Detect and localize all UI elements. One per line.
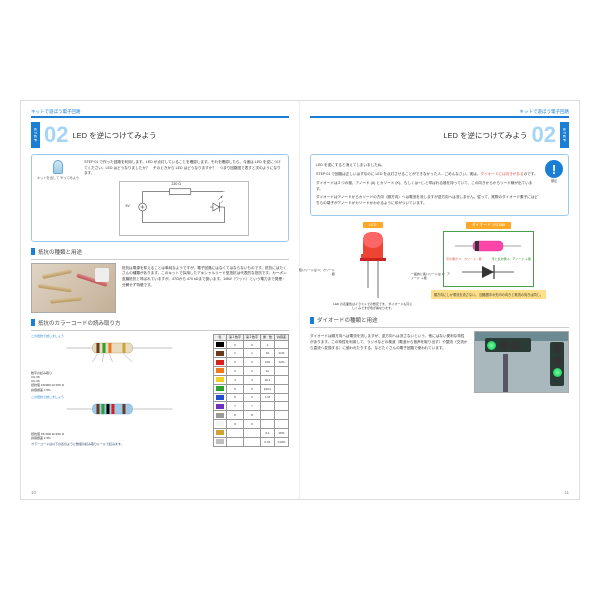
step-vertical-badge: STEP [560,122,569,148]
voltage-value: 5V [126,204,130,208]
step-header-right: STEP 02 LED を逆につけてみよう [310,122,569,148]
book-spread: キットで遊ぼう電子回路 STEP 02 LED を逆につけてみよう キットを出し… [20,100,580,500]
section-head-diode-types: ダイオードの種類と用途 [310,316,569,324]
intro-box-left: キットを出して やってみよう STEP 01 で作った回路を利用します。LED … [31,154,289,241]
section-head-resistor-types: 抵抗の種類と用途 [31,248,289,256]
section-title: 抵抗の種類と用途 [38,248,289,256]
diode-component-icon [453,236,523,256]
color-code-diagram: この抵抗で試しましょう 数字の読み取り CG 05 CG 06 抵抗値 1500 [31,334,208,447]
running-header-left: キットで遊ぼう電子回路 [31,109,289,118]
traffic-light-photo [474,331,569,393]
section-head-color-code: 抵抗のカラーコードの読み取り方 [31,319,289,327]
step-number: 02 [44,124,68,146]
page-number: 10 [31,490,36,495]
section-marker-icon [31,248,35,255]
resistor-types-text: 抵抗は電源を抑えることは単純なようですが、電子回路にはなくてはならないものです。… [122,266,289,310]
intro-icon-column: キットを出して やってみよう [37,160,79,235]
section-marker-icon [31,319,35,326]
page-right: キットで遊ぼう電子回路 STEP 02 LED を逆につけてみよう LED を逆… [300,101,579,499]
resistor-value: 220 Ω [172,182,181,186]
step-vertical-badge: STEP [31,122,40,148]
step-number: 02 [532,124,556,146]
intro-text: STEP 01 で作った回路を利用します。LED が点灯していることを確認します… [84,160,283,176]
color-code-table: 色第１数字第２数字乗 数許容差 0011110±1%22100±2%331k44… [213,334,289,447]
diode-types-text: ダイオードは順方向へは電流を流しますが、逆方向へは流さないという、他にはない便利… [310,334,468,390]
diode-symbol-icon [458,262,518,282]
diode-note: 順方向にしか電流を流さない。 回路図中の矢印の向きと電流の向きは同じ。 [431,290,546,299]
led-diode-diagram: LED 短いリードは C：カソード −極 一般的に長いリードは A：アノード ＋… [310,222,569,310]
page-number: 11 [564,490,569,495]
section-title: ダイオードの種類と用途 [317,316,569,324]
running-header-right: キットで遊ぼう電子回路 [310,109,569,118]
color-code-section: この抵抗で試しましょう 数字の読み取り CG 05 CG 06 抵抗値 1500 [31,334,289,447]
section-title: 抵抗のカラーコードの読み取り方 [38,319,289,327]
intro-box-right: LED を逆にすると消えてしまいましたね。 STEP 01 で回路は正しいはずな… [310,154,569,216]
section-marker-icon [310,317,314,324]
step-title: LED を逆につけてみよう [310,130,528,141]
intro-caption: キットを出して やってみよう [37,176,79,180]
step-header-left: STEP 02 LED を逆につけてみよう [31,122,289,148]
circuit-diagram: 220 Ω 5V [119,181,249,236]
diode-label: ダイオード 1S1588 [466,222,511,229]
aside-badge: ! 補足 [545,160,563,210]
lightbulb-icon [53,160,63,174]
exclamation-icon: ! [545,160,563,178]
led-label: LED [363,222,382,228]
resistor-photo [31,263,116,313]
page-left: キットで遊ぼう電子回路 STEP 02 LED を逆につけてみよう キットを出し… [21,101,300,499]
diode-schematic-box: 帯の側が C：カソード −極 帯と反対側 A：アノード ＋極 [443,231,534,287]
step-title: LED を逆につけてみよう [72,130,289,141]
led-icon [346,230,400,300]
